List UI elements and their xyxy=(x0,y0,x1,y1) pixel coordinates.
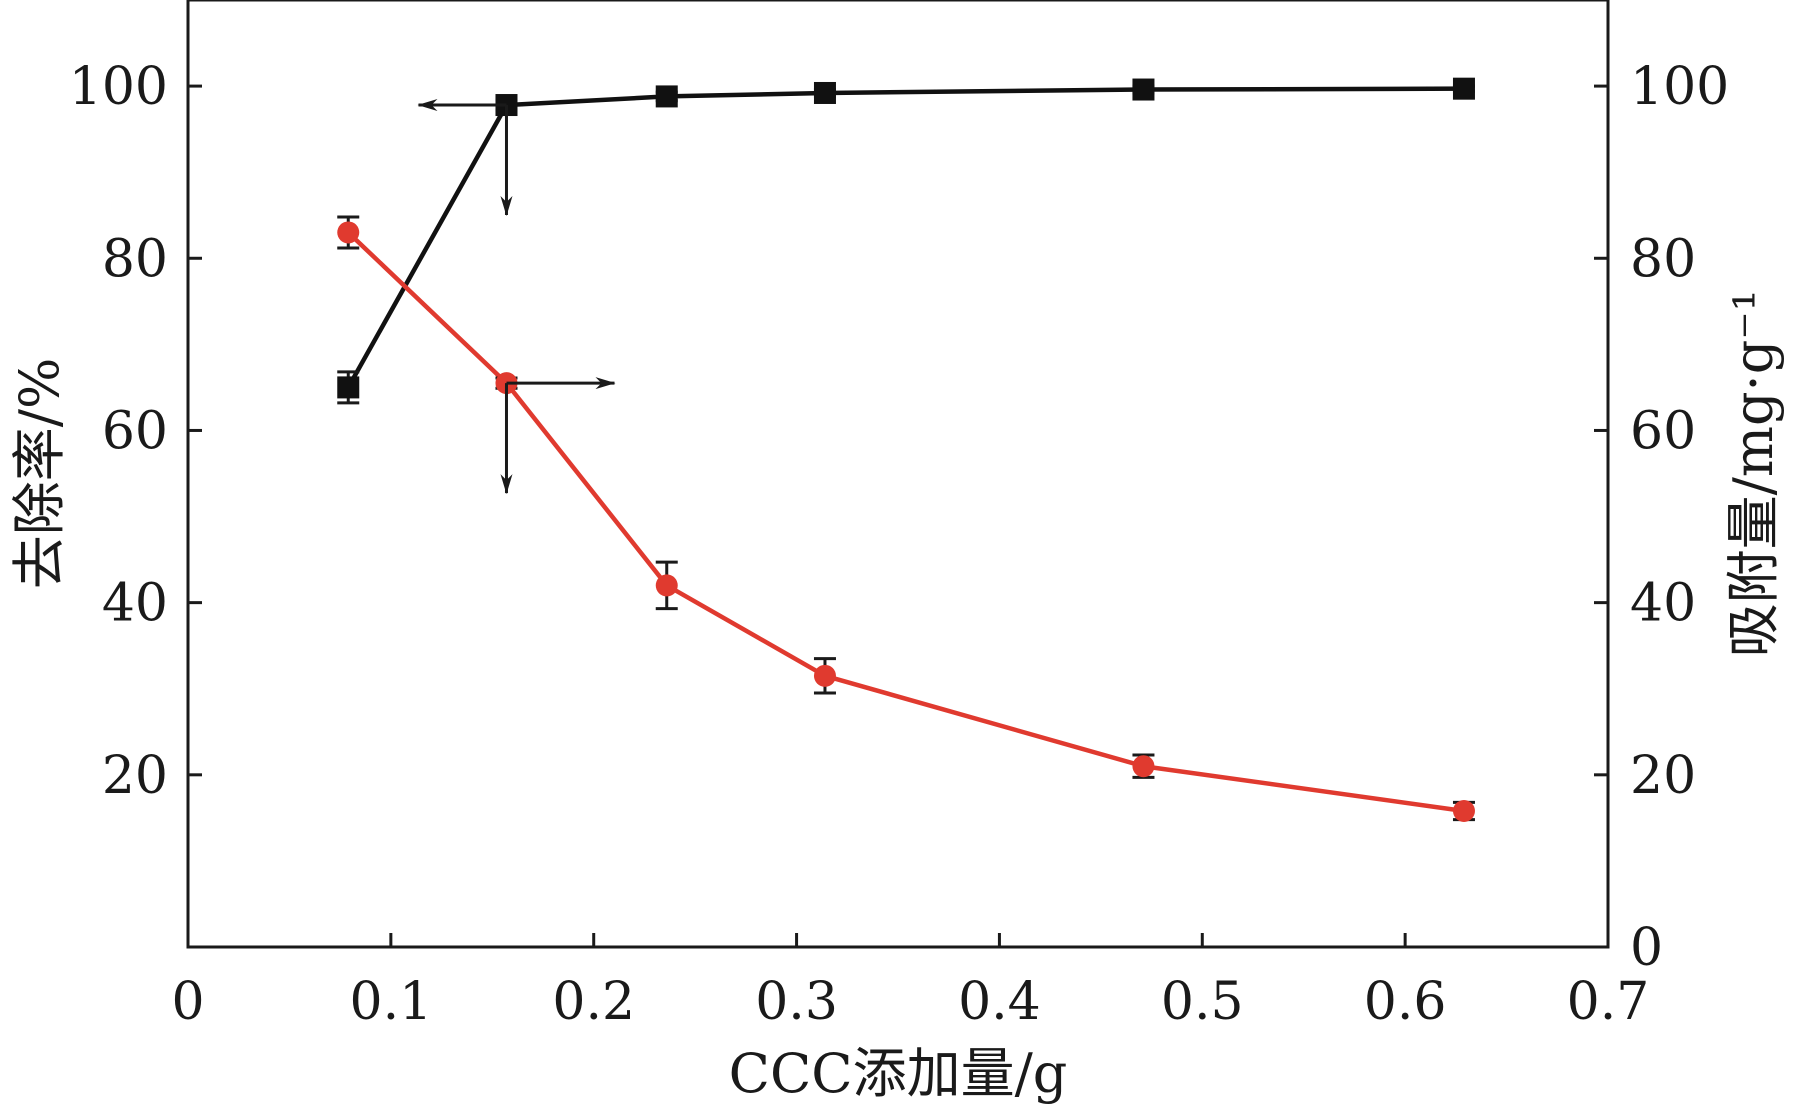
axes xyxy=(186,0,1610,949)
y-tick-label-left: 60 xyxy=(102,401,168,461)
data-point xyxy=(813,664,836,687)
y-tick-label-right: 0 xyxy=(1630,918,1663,978)
series-1 xyxy=(337,215,1475,822)
y-tick-label-left: 40 xyxy=(102,574,168,634)
y-tick-label-right: 100 xyxy=(1630,57,1729,117)
series-line xyxy=(346,86,1464,389)
series xyxy=(337,77,1475,822)
y-axis-label-left: 去除率/% xyxy=(8,358,71,590)
y-tick-label-right: 40 xyxy=(1630,574,1696,634)
y-axis-label-right: 吸附量/mg·g⁻¹ xyxy=(1722,290,1785,658)
x-tick-label: 0.6 xyxy=(1364,972,1447,1032)
series-line xyxy=(346,230,1465,814)
x-tick-label: 0.3 xyxy=(755,972,838,1032)
x-tick-label: 0.7 xyxy=(1567,972,1650,1032)
data-point xyxy=(337,376,360,399)
data-point xyxy=(1132,755,1155,778)
ticks: 0 0.1 0.2 0.3 0.4 0.5 0.6 0.7 20 40 60 80 100 0 20 40 60… xyxy=(69,57,1730,1032)
x-axis-label: CCC添加量/g xyxy=(729,1042,1068,1105)
data-point xyxy=(655,85,678,108)
y-tick-label-right: 80 xyxy=(1630,229,1696,289)
axis-pointer-arrow xyxy=(417,99,513,217)
data-point xyxy=(1452,799,1475,822)
y-tick-label-left: 20 xyxy=(102,746,168,806)
data-point xyxy=(337,221,360,244)
axis-pointer-arrow xyxy=(500,377,616,495)
y-tick-label-right: 60 xyxy=(1630,401,1696,461)
y-tick-label-left: 100 xyxy=(69,57,168,117)
x-tick-label: 0 xyxy=(171,972,204,1032)
data-point xyxy=(1132,78,1155,101)
data-point xyxy=(813,81,836,104)
y-tick-label-right: 20 xyxy=(1630,746,1696,806)
x-tick-label: 0.4 xyxy=(958,972,1041,1032)
series-0 xyxy=(337,77,1475,405)
plot-frame xyxy=(186,0,1610,949)
x-tick-label: 0.2 xyxy=(552,972,635,1032)
y-tick-label-left: 80 xyxy=(102,229,168,289)
data-point xyxy=(1452,77,1475,100)
x-tick-label: 0.5 xyxy=(1161,972,1244,1032)
x-tick-label: 0.1 xyxy=(350,972,433,1032)
data-point xyxy=(655,574,678,597)
annotations xyxy=(417,99,616,495)
